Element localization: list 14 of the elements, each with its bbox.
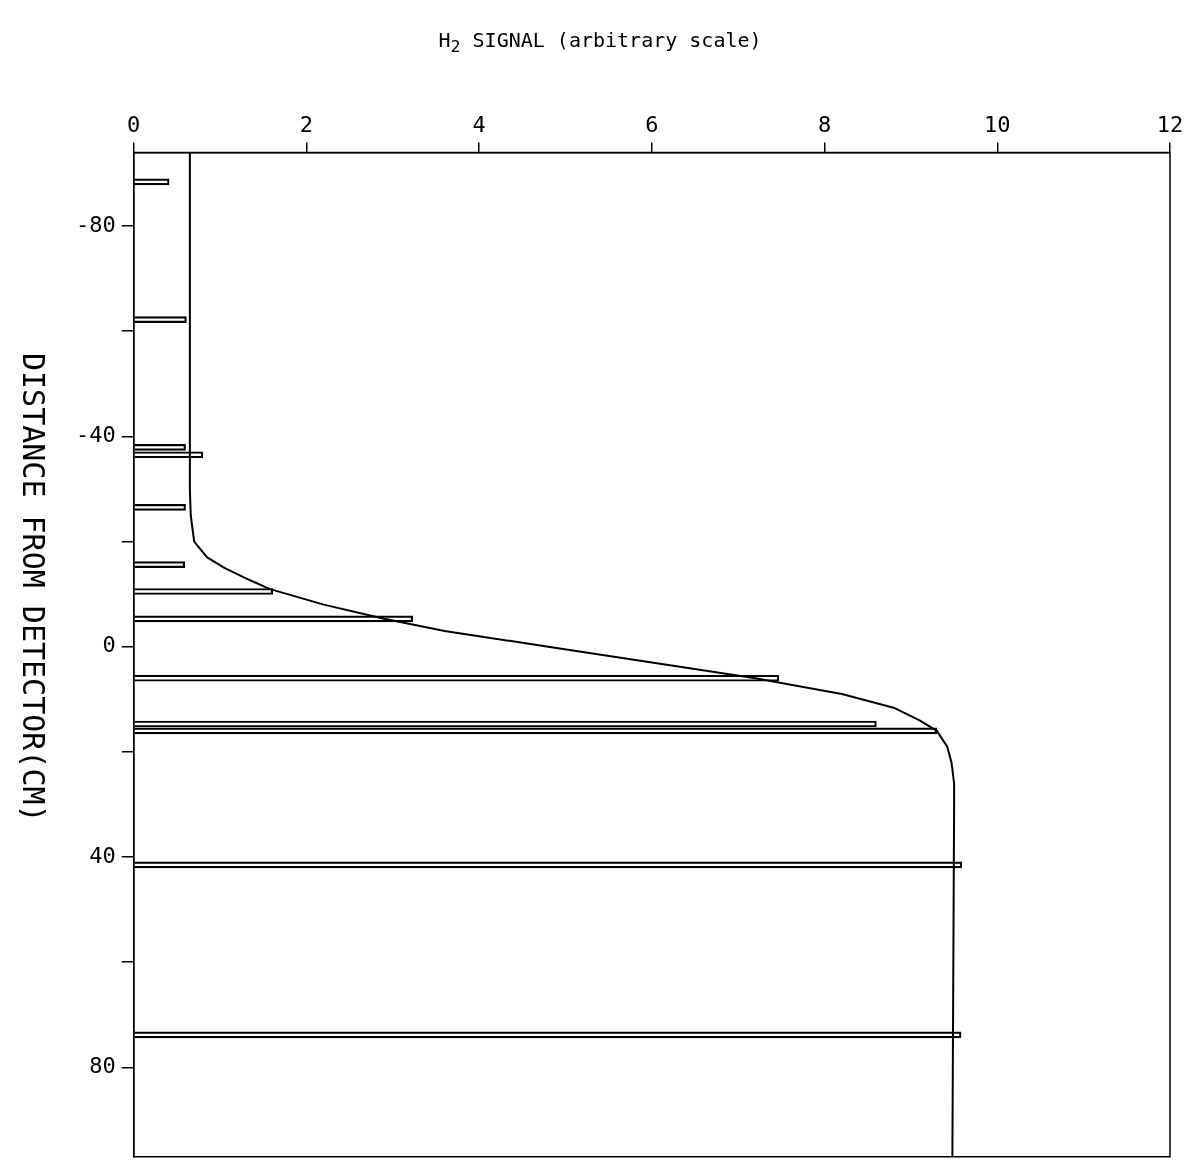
x-tick-label: 12 [1156,111,1184,137]
x-tick-label: 2 [299,111,314,137]
x-tick-label: 0 [127,111,141,137]
y-tick-label: -40 [75,422,116,448]
x-tick-label: 10 [984,111,1011,137]
y-tick-label: -80 [75,211,116,237]
y-tick-label: 80 [89,1053,116,1079]
x-axis-title: H$_{2}$ SIGNAL (arbitrary scale) [437,28,763,56]
y-axis-title: DISTANCE FROM DETECTOR(CM) [14,352,52,825]
y-tick-label: 40 [89,842,116,868]
y-tick-label: 0 [102,632,116,658]
x-tick-label: 6 [645,111,659,137]
x-tick-label: 8 [817,111,832,137]
x-tick-label: 4 [472,111,486,137]
